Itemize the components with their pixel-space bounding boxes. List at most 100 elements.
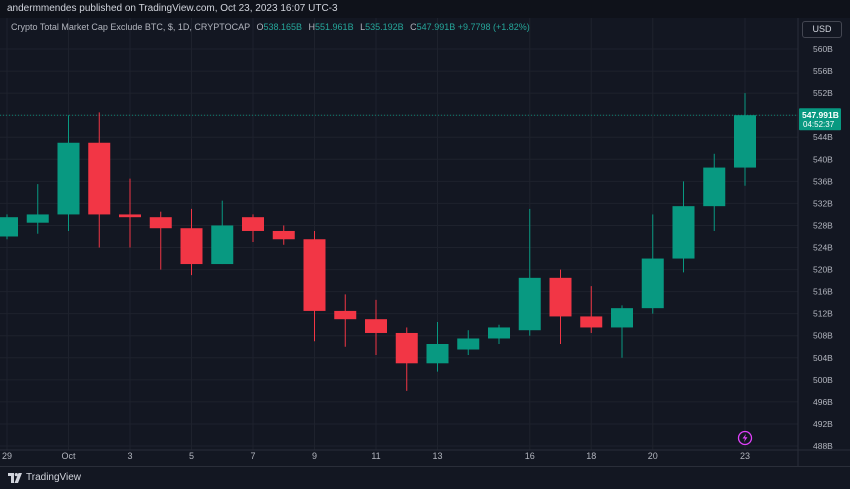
currency-button[interactable]: USD xyxy=(802,21,842,38)
price-tag-value: 547.991B xyxy=(802,110,839,120)
close-label: C xyxy=(410,22,417,32)
candle-body xyxy=(211,225,234,265)
time-tick-label: 18 xyxy=(586,451,596,461)
chart-legend: Crypto Total Market Cap Exclude BTC, $, … xyxy=(11,22,530,32)
price-tick-label: 556B xyxy=(813,66,833,76)
price-tick-label: 524B xyxy=(813,243,833,253)
candle[interactable] xyxy=(734,93,756,186)
candle-body xyxy=(457,338,480,350)
price-tick-label: 560B xyxy=(813,44,833,54)
price-axis-separator xyxy=(0,18,850,466)
price-tick-label: 508B xyxy=(813,331,833,341)
change-value: +9.7798 (+1.82%) xyxy=(457,22,530,32)
candle-body xyxy=(580,316,603,328)
time-tick-label: 23 xyxy=(740,451,750,461)
time-tick-label: 5 xyxy=(189,451,194,461)
time-tick-label: 20 xyxy=(648,451,658,461)
price-tick-label: 528B xyxy=(813,220,833,230)
price-tick-label: 520B xyxy=(813,265,833,275)
time-tick-label: 9 xyxy=(312,451,317,461)
high-label: H xyxy=(308,22,316,32)
candle[interactable] xyxy=(611,305,633,358)
publisher-text: andermmendes published on TradingView.co… xyxy=(7,3,338,14)
candle-body xyxy=(395,332,418,364)
high-value: 551.961B xyxy=(315,22,354,32)
candle[interactable] xyxy=(426,321,449,372)
candle[interactable] xyxy=(365,299,387,356)
candle-body xyxy=(641,258,664,309)
candle[interactable] xyxy=(395,327,418,391)
candle-body xyxy=(611,308,633,328)
candle[interactable] xyxy=(119,178,141,248)
candle[interactable] xyxy=(672,181,695,273)
time-tick-label: 29 xyxy=(2,451,12,461)
price-tick-label: 532B xyxy=(813,198,833,208)
candle[interactable] xyxy=(57,115,80,231)
price-tick-label: 504B xyxy=(813,353,833,363)
price-tick-label: 552B xyxy=(813,88,833,98)
price-tick-label: 544B xyxy=(813,132,833,142)
candle[interactable] xyxy=(334,294,357,347)
candle[interactable] xyxy=(303,230,326,342)
candle[interactable] xyxy=(518,208,541,336)
candle[interactable] xyxy=(641,214,664,314)
low-label: L xyxy=(360,22,366,32)
candle[interactable] xyxy=(488,324,510,344)
candle-body xyxy=(334,310,357,320)
candle-body xyxy=(180,228,203,265)
price-axis: 488B 492B 496B 500B 504B 508B 512B 516B 520B 524B… xyxy=(813,44,833,451)
candlestick-chart[interactable]: 488B 492B 496B 500B 504B 508B 512B 516B 520B 524B… xyxy=(0,0,850,466)
candle-body xyxy=(549,277,572,317)
candle[interactable] xyxy=(242,214,264,242)
price-tick-label: 496B xyxy=(813,397,833,407)
low-value: 535.192B xyxy=(365,22,404,32)
candle[interactable] xyxy=(149,211,172,270)
candles-group xyxy=(0,93,756,391)
lightning-icon[interactable] xyxy=(737,430,753,446)
candle-body xyxy=(242,217,264,231)
candle[interactable] xyxy=(580,286,603,333)
candle-body xyxy=(518,277,541,331)
price-tag-countdown: 04:52:37 xyxy=(803,120,835,129)
candle-body xyxy=(26,214,49,223)
price-tick-label: 488B xyxy=(813,441,833,451)
close-value: 547.991B xyxy=(416,22,456,32)
candle[interactable] xyxy=(211,200,234,265)
brand-name: TradingView xyxy=(26,472,82,483)
price-tag-box xyxy=(799,108,841,131)
footer-bar: TradingView xyxy=(0,466,850,489)
candle[interactable] xyxy=(180,208,203,276)
candle-body xyxy=(0,217,18,237)
candle[interactable] xyxy=(272,225,295,245)
price-tick-label: 536B xyxy=(813,176,833,186)
publisher-bar: andermmendes published on TradingView.co… xyxy=(0,0,850,18)
price-tick-label: 540B xyxy=(813,154,833,164)
price-tick-label: 512B xyxy=(813,309,833,319)
candle-body xyxy=(488,327,510,339)
candle-body xyxy=(88,142,111,215)
candle[interactable] xyxy=(88,112,111,248)
candle-body xyxy=(703,167,726,207)
time-tick-label: 7 xyxy=(250,451,255,461)
time-tick-label: 11 xyxy=(371,451,380,461)
candle[interactable] xyxy=(26,184,49,234)
candle[interactable] xyxy=(549,269,572,344)
open-label: O xyxy=(256,22,264,32)
time-tick-label: Oct xyxy=(61,451,76,461)
time-axis: 29 Oct 3 5 7 9 11 13 16 18 20 23 xyxy=(2,451,750,461)
time-tick-label: 13 xyxy=(432,451,442,461)
candle-body xyxy=(365,319,387,333)
symbol-title: Crypto Total Market Cap Exclude BTC, $, … xyxy=(11,22,250,32)
candle-body xyxy=(119,214,141,218)
candle[interactable] xyxy=(703,153,726,231)
candle[interactable] xyxy=(0,214,18,240)
price-tick-label: 500B xyxy=(813,375,833,385)
candle-body xyxy=(734,115,756,168)
tradingview-brand[interactable]: TradingView xyxy=(8,472,81,483)
candle-body xyxy=(303,239,326,311)
price-tick-label: 492B xyxy=(813,419,833,429)
candle[interactable] xyxy=(457,330,480,356)
candle-body xyxy=(426,344,449,364)
time-tick-label: 3 xyxy=(127,451,132,461)
